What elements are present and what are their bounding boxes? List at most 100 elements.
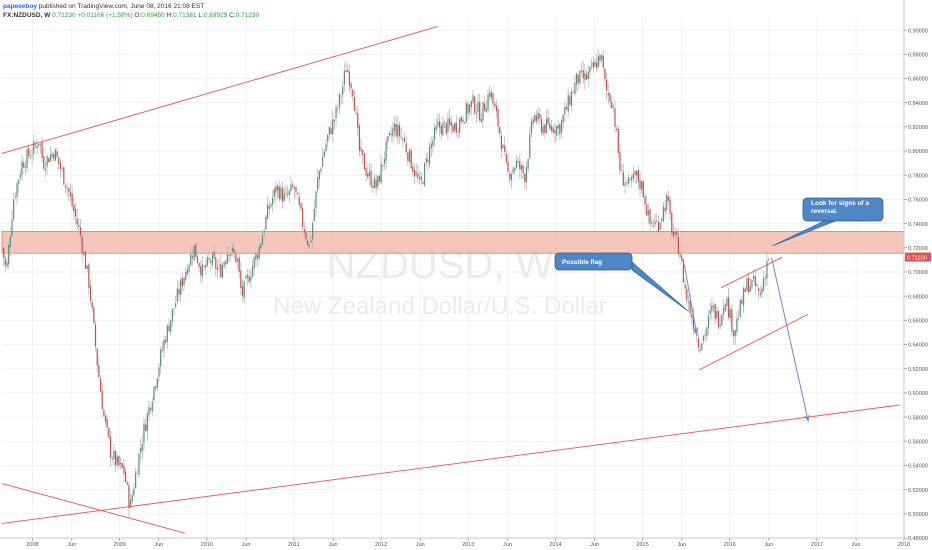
candle-body xyxy=(520,165,523,170)
candle-body xyxy=(589,66,591,73)
author-link[interactable]: papeeeboy xyxy=(3,3,37,10)
candle-body xyxy=(474,96,476,114)
candle-body xyxy=(190,253,192,266)
candle-body xyxy=(73,204,75,212)
candle-body xyxy=(198,262,200,267)
candle-body xyxy=(231,247,234,252)
publish-info: published on TradingView.com, June 08, 2… xyxy=(38,3,205,10)
candle-body xyxy=(445,123,447,134)
candle-body xyxy=(141,443,143,451)
trend-line xyxy=(698,313,809,371)
candle-body xyxy=(524,173,526,183)
candle-body xyxy=(758,288,760,292)
candle-body xyxy=(66,187,68,189)
time-tick-label: Jun xyxy=(416,542,425,548)
watermark-name: New Zealand Dollar/U.S. Dollar xyxy=(273,293,606,320)
price-axis[interactable]: 0.90000 0.88000 0.86000 0.84000 0.82000 0.800… xyxy=(903,0,932,550)
candle-body xyxy=(240,270,242,289)
candle-body xyxy=(303,229,305,234)
resistance-zone xyxy=(1,231,905,254)
candle-body xyxy=(320,168,322,172)
candle-body xyxy=(121,463,123,468)
candle-body xyxy=(437,121,439,126)
candle-body xyxy=(388,132,391,136)
time-axis[interactable]: 2008 Jun 2009 Jun 2010 Jun 2011 Jun 2012 Jun 2013 J… xyxy=(0,537,910,548)
last-price-tag xyxy=(905,252,931,262)
candle-body xyxy=(427,159,429,162)
candle-body xyxy=(210,260,212,263)
candle-body xyxy=(34,143,37,146)
candle-body xyxy=(165,339,167,343)
candle-body xyxy=(205,264,207,268)
candle-body xyxy=(418,177,421,179)
candle-body xyxy=(507,161,509,172)
time-tick-label: 2012 xyxy=(375,542,387,548)
candle-body xyxy=(221,265,224,278)
candle-series xyxy=(1,48,770,518)
candle-body xyxy=(79,227,82,237)
candle-body xyxy=(595,62,598,69)
candle-body xyxy=(180,279,182,295)
candle-body xyxy=(155,386,157,389)
candle-body xyxy=(664,207,666,212)
candle-body xyxy=(729,308,731,319)
candle-body xyxy=(555,126,558,136)
candle-body xyxy=(751,279,753,288)
candle-body xyxy=(108,427,110,438)
candle-body xyxy=(719,324,721,327)
candle-body xyxy=(292,185,294,188)
candle-body xyxy=(345,70,347,72)
candle-body xyxy=(440,126,442,134)
candle-body xyxy=(499,127,501,134)
candle-body xyxy=(724,304,726,311)
price-tick-label: 0.72000 xyxy=(908,246,928,252)
candle-body xyxy=(88,264,90,288)
candle-body xyxy=(185,272,187,280)
candle-body xyxy=(432,140,434,146)
candle-body xyxy=(550,126,553,131)
candle-body xyxy=(116,456,118,465)
candle-body xyxy=(253,257,255,269)
candle-body xyxy=(261,235,264,245)
candle-body xyxy=(170,320,172,333)
candle-body xyxy=(519,161,521,169)
candle-body xyxy=(614,108,616,127)
candle-body xyxy=(358,125,361,151)
candle-body xyxy=(383,158,386,165)
callout-flag-box xyxy=(554,252,633,271)
candle-body xyxy=(607,92,609,95)
candle-body xyxy=(51,153,53,157)
candle-body xyxy=(621,170,623,171)
candle-body xyxy=(215,257,217,269)
candle-body xyxy=(83,251,85,255)
candle-body xyxy=(597,56,599,67)
candle-body xyxy=(632,173,634,179)
candle-body xyxy=(435,126,437,131)
callout-reversal[interactable]: Look for signs of a reversal. xyxy=(802,197,884,222)
candle-body xyxy=(111,458,113,460)
candle-body xyxy=(203,266,205,267)
candle-body xyxy=(337,107,339,109)
price-tick-label: 0.88000 xyxy=(908,52,928,58)
candle-body xyxy=(477,101,479,112)
candle-body xyxy=(692,315,695,329)
symbol-label[interactable]: FX:NZDUSD, W xyxy=(3,12,51,19)
candle-body xyxy=(308,244,310,248)
candle-body xyxy=(8,244,10,265)
candle-body xyxy=(332,119,334,135)
candle-body xyxy=(584,72,586,81)
candle-body xyxy=(362,149,364,155)
candle-body xyxy=(617,128,619,153)
callout-possible-flag[interactable]: Possible flag xyxy=(554,252,633,271)
candle-body xyxy=(405,143,407,152)
candle-body xyxy=(397,125,399,138)
candle-body xyxy=(119,462,122,465)
candle-body xyxy=(656,220,658,222)
candle-body xyxy=(208,258,210,260)
candle-body xyxy=(530,121,533,134)
candle-body xyxy=(570,91,573,106)
candle-body xyxy=(599,54,601,62)
candle-body xyxy=(423,163,426,186)
candle-body xyxy=(305,232,307,240)
